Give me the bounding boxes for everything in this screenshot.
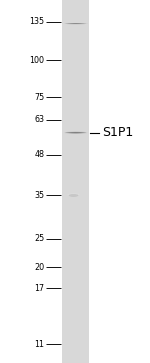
Ellipse shape	[69, 194, 78, 197]
Ellipse shape	[64, 23, 87, 24]
Ellipse shape	[68, 132, 83, 133]
Ellipse shape	[68, 193, 79, 196]
Ellipse shape	[64, 131, 87, 134]
Ellipse shape	[67, 193, 81, 196]
Ellipse shape	[64, 23, 87, 24]
Ellipse shape	[67, 132, 85, 134]
Ellipse shape	[64, 23, 87, 24]
Ellipse shape	[72, 132, 79, 133]
Ellipse shape	[64, 132, 87, 134]
Ellipse shape	[68, 193, 80, 196]
Ellipse shape	[71, 195, 76, 196]
Ellipse shape	[64, 132, 87, 134]
Ellipse shape	[65, 132, 87, 134]
Ellipse shape	[64, 23, 87, 24]
Ellipse shape	[71, 195, 76, 196]
Text: 75: 75	[34, 93, 44, 102]
Ellipse shape	[64, 131, 87, 134]
Ellipse shape	[64, 132, 87, 134]
Ellipse shape	[71, 132, 80, 133]
Ellipse shape	[66, 192, 81, 196]
Ellipse shape	[67, 132, 84, 133]
Ellipse shape	[74, 132, 78, 133]
Ellipse shape	[70, 195, 77, 196]
Ellipse shape	[70, 194, 77, 196]
Ellipse shape	[67, 193, 80, 196]
Ellipse shape	[65, 132, 86, 133]
Text: S1P1: S1P1	[102, 126, 133, 139]
Ellipse shape	[64, 131, 87, 134]
Ellipse shape	[64, 23, 87, 24]
Ellipse shape	[68, 193, 79, 196]
Ellipse shape	[69, 194, 79, 196]
Ellipse shape	[64, 23, 87, 24]
Text: 48: 48	[34, 150, 44, 159]
Text: 35: 35	[34, 191, 44, 200]
Ellipse shape	[67, 193, 80, 196]
Ellipse shape	[64, 131, 87, 134]
Text: 63: 63	[34, 115, 44, 124]
Ellipse shape	[70, 132, 81, 133]
Text: 11: 11	[34, 340, 44, 348]
Bar	[62, 0, 89, 363]
Ellipse shape	[72, 132, 80, 133]
Ellipse shape	[64, 132, 87, 134]
Text: 17: 17	[34, 284, 44, 293]
Ellipse shape	[64, 23, 87, 24]
Ellipse shape	[73, 132, 79, 133]
Ellipse shape	[65, 132, 86, 134]
Ellipse shape	[64, 23, 87, 24]
Ellipse shape	[69, 194, 78, 196]
Ellipse shape	[64, 131, 87, 134]
Ellipse shape	[69, 132, 82, 133]
Text: 20: 20	[34, 263, 44, 272]
Ellipse shape	[68, 132, 84, 133]
Ellipse shape	[66, 192, 81, 196]
Ellipse shape	[69, 194, 78, 196]
Ellipse shape	[66, 132, 86, 134]
Ellipse shape	[69, 132, 83, 133]
Ellipse shape	[64, 23, 87, 24]
Text: 25: 25	[34, 234, 44, 243]
Text: 100: 100	[29, 56, 44, 65]
Ellipse shape	[69, 194, 78, 196]
Ellipse shape	[71, 132, 81, 133]
Text: 135: 135	[29, 17, 44, 26]
Ellipse shape	[70, 195, 77, 196]
Ellipse shape	[66, 192, 81, 196]
